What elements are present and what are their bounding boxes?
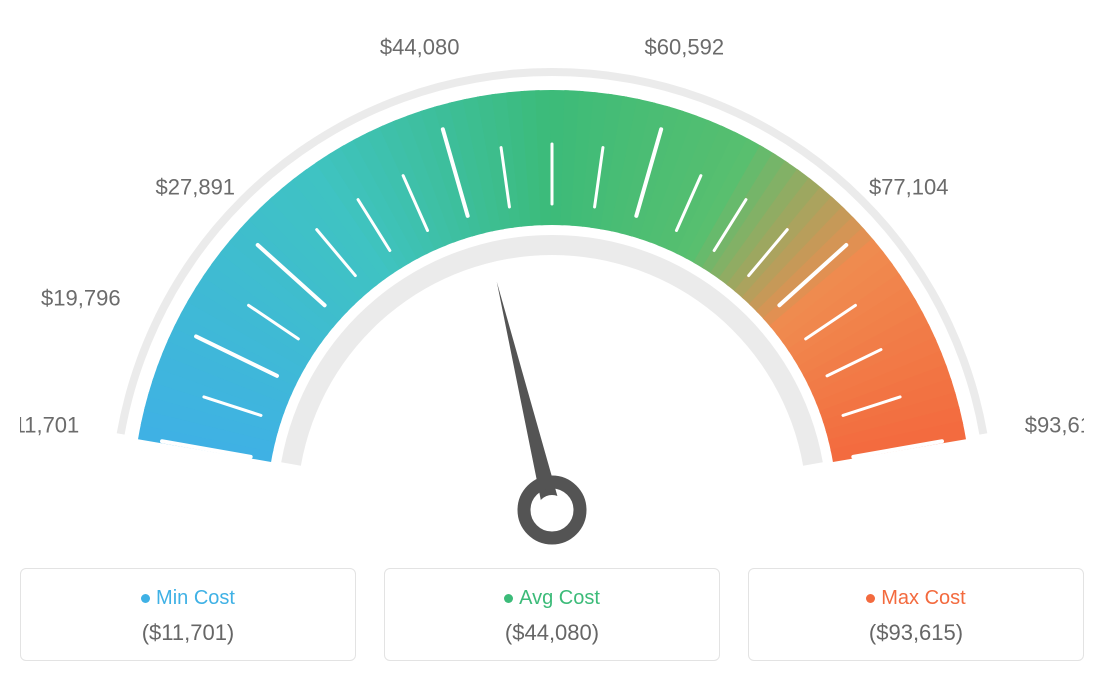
legend-value-max: ($93,615) <box>759 620 1073 646</box>
dot-icon <box>141 594 150 603</box>
legend-title-avg: Avg Cost <box>395 587 709 610</box>
legend-title-text: Min Cost <box>156 587 235 609</box>
legend-card-avg: Avg Cost ($44,080) <box>384 568 720 661</box>
legend-value-min: ($11,701) <box>31 620 345 646</box>
legend-card-min: Min Cost ($11,701) <box>20 568 356 661</box>
tick-label: $93,615 <box>1025 412 1084 437</box>
tick-label: $19,796 <box>41 285 121 310</box>
tick-label: $44,080 <box>380 34 460 59</box>
legend-row: Min Cost ($11,701) Avg Cost ($44,080) Ma… <box>20 568 1084 661</box>
legend-title-text: Avg Cost <box>519 587 600 609</box>
gauge-svg: $11,701 $19,796 $27,891 $44,080 $60,592 $77,1… <box>20 20 1084 550</box>
tick-label: $77,104 <box>869 175 949 200</box>
cost-gauge: $11,701 $19,796 $27,891 $44,080 $60,592 $77,1… <box>20 20 1084 550</box>
legend-title-text: Max Cost <box>881 587 965 609</box>
legend-value-avg: ($44,080) <box>395 620 709 646</box>
tick-label: $60,592 <box>645 34 725 59</box>
tick-label: $27,891 <box>156 175 236 200</box>
legend-title-min: Min Cost <box>31 587 345 610</box>
dot-icon <box>504 594 513 603</box>
tick-label: $11,701 <box>20 412 79 437</box>
dot-icon <box>866 594 875 603</box>
needle-hub-center <box>537 495 567 525</box>
legend-card-max: Max Cost ($93,615) <box>748 568 1084 661</box>
legend-title-max: Max Cost <box>759 587 1073 610</box>
